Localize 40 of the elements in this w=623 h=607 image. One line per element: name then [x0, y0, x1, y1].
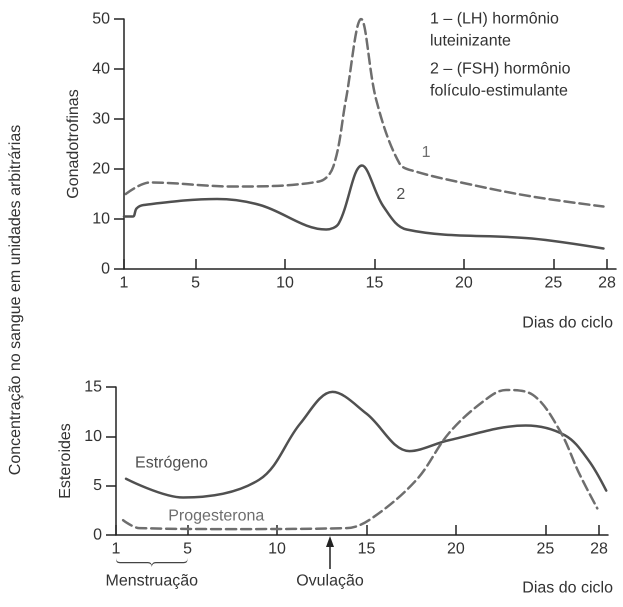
text: Concentração no sangue em unidades arbitrárias	[7, 124, 25, 476]
x-tick-label: 20	[447, 540, 465, 558]
annotation: 1 – (LH) hormônio luteinizante	[430, 10, 564, 50]
series-label: Estrógeno	[135, 454, 208, 472]
x-tick-label: 15	[366, 274, 384, 292]
y-tick-label: 15	[84, 378, 102, 396]
x-tick-label: 20	[455, 274, 473, 292]
x-tick-label: 5	[191, 274, 200, 292]
series-label: Progesterona	[168, 508, 264, 525]
text: Menstruação	[106, 572, 198, 590]
y-tick-label: 40	[92, 60, 110, 78]
x-axis-title: Dias do ciclo	[522, 314, 614, 332]
x-axis-title: Dias do ciclo	[522, 580, 614, 596]
x-tick-label: 15	[358, 540, 376, 558]
y-tick-label: 0	[101, 260, 110, 278]
x-tick-label: 10	[268, 540, 286, 558]
x-tick-label: 25	[544, 274, 562, 292]
y-tick-label: 5	[93, 477, 102, 494]
x-tick-label: 28	[598, 274, 616, 292]
y-tick-label: 50	[92, 10, 110, 28]
x-tick-label: 25	[536, 540, 554, 558]
y-axis-title: Esteroides	[56, 423, 74, 499]
line-series	[122, 164, 605, 250]
x-tick-label: 10	[276, 274, 294, 292]
x-tick-label: 28	[590, 540, 608, 558]
series-label: 1	[422, 144, 431, 161]
x-tick-label: 1	[120, 274, 129, 292]
y-tick-label: 10	[92, 210, 110, 228]
series-label: 2	[396, 186, 406, 203]
y-tick-label: 10	[84, 428, 102, 445]
line-series	[124, 390, 608, 499]
line-series	[122, 388, 599, 530]
annotation: 2 – (FSH) hormônio folículo-estimulante	[430, 60, 575, 100]
y-tick-label: 30	[92, 110, 110, 128]
x-tick-label: 1	[112, 540, 121, 558]
x-tick-label: 5	[183, 540, 192, 558]
y-axis-title: Gonadotrofinas	[64, 89, 82, 199]
text: Ovulação	[296, 572, 364, 590]
y-tick-label: 0	[93, 526, 102, 544]
y-tick-label: 20	[92, 160, 110, 178]
